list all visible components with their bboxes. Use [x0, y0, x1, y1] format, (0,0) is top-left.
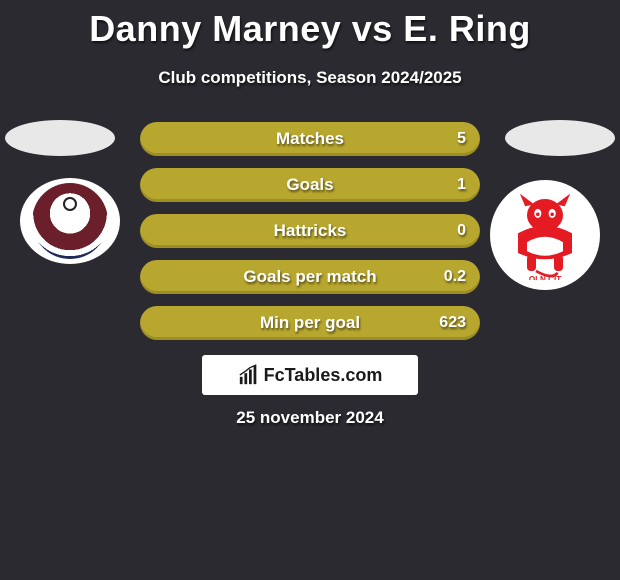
stat-label: Goals	[286, 175, 333, 195]
fctables-logo-icon	[238, 364, 260, 386]
lincoln-imp-icon: OLN CIT	[500, 190, 590, 280]
stat-row-goals: Goals 1	[140, 168, 480, 202]
player-right-oval	[505, 120, 615, 156]
stat-row-goals-per-match: Goals per match 0.2	[140, 260, 480, 294]
svg-text:OLN CIT: OLN CIT	[529, 275, 561, 280]
stat-value-right: 1	[457, 176, 466, 194]
stat-label: Hattricks	[274, 221, 347, 241]
stat-value-right: 0	[457, 222, 466, 240]
stat-value-right: 5	[457, 130, 466, 148]
stat-value-right: 623	[439, 314, 466, 332]
stat-label: Matches	[276, 129, 344, 149]
stat-label: Goals per match	[243, 267, 376, 287]
brand-text: FcTables.com	[264, 365, 383, 386]
page-subtitle: Club competitions, Season 2024/2025	[0, 68, 620, 88]
page-title: Danny Marney vs E. Ring	[0, 0, 620, 50]
stats-bars: Matches 5 Goals 1 Hattricks 0 Goals per …	[140, 122, 480, 352]
crawley-crest-icon	[32, 183, 108, 259]
stat-row-min-per-goal: Min per goal 623	[140, 306, 480, 340]
stat-row-matches: Matches 5	[140, 122, 480, 156]
club-crest-right: OLN CIT	[490, 180, 600, 290]
stat-label: Min per goal	[260, 313, 360, 333]
brand-box[interactable]: FcTables.com	[202, 355, 418, 395]
club-crest-left	[20, 178, 120, 264]
stat-value-right: 0.2	[444, 268, 466, 286]
date-text: 25 november 2024	[0, 408, 620, 428]
stat-row-hattricks: Hattricks 0	[140, 214, 480, 248]
player-left-oval	[5, 120, 115, 156]
